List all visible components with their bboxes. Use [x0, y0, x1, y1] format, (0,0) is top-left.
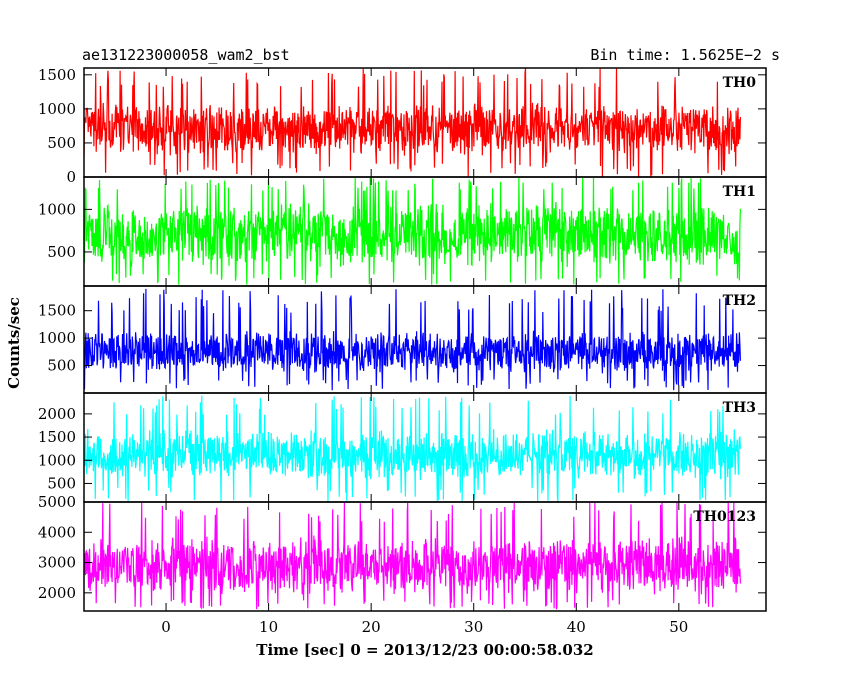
x-tick-label: 0	[161, 618, 171, 636]
panel-name-label: TH1	[723, 184, 756, 200]
y-tick-label: 2000	[38, 584, 76, 602]
y-tick-label: 1000	[38, 451, 76, 469]
bin-time-label: Bin time: 1.5625E−2 s	[590, 46, 780, 64]
x-tick-label: 30	[464, 618, 483, 636]
y-tick-label: 0	[66, 168, 76, 186]
series-line-th1	[84, 177, 741, 285]
x-axis-label: Time [sec] 0 = 2013/12/23 00:00:58.032	[256, 641, 593, 659]
series-line-th2	[84, 288, 741, 391]
y-tick-label: 1000	[38, 329, 76, 347]
y-tick-label: 1500	[38, 428, 76, 446]
y-tick-label: 2000	[38, 405, 76, 423]
y-tick-label: 500	[47, 474, 76, 492]
y-tick-label: 1000	[38, 100, 76, 118]
chart-title: ae131223000058_wam2_bst	[82, 46, 290, 64]
y-tick-label: 1500	[38, 66, 76, 84]
panel-name-label: TH2	[723, 293, 756, 309]
series-line-th3	[84, 395, 741, 502]
y-axis-label: Counts/sec	[5, 297, 23, 389]
panel-name-label: TH0	[723, 75, 757, 91]
x-tick-label: 40	[567, 618, 586, 636]
x-tick-label: 20	[362, 618, 381, 636]
panel-th3: 500 1000 1500 2000 TH3	[38, 392, 767, 503]
y-tick-label: 500	[47, 134, 76, 152]
panel-th2: 500 1000 1500 TH2	[38, 285, 767, 394]
y-tick-label: 4000	[38, 523, 76, 541]
panel-name-label: TH0123	[693, 509, 756, 525]
panel-th0: 0 500 1000 1500 TH0	[38, 66, 767, 186]
panel-name-label: TH3	[723, 400, 756, 416]
x-tick-label: 50	[669, 618, 688, 636]
series-line-th0123	[84, 502, 741, 610]
y-tick-label: 5000	[38, 493, 76, 511]
y-tick-label: 3000	[38, 554, 76, 572]
series-line-th0	[84, 68, 741, 177]
x-tick-label: 10	[259, 618, 278, 636]
panel-frame	[83, 501, 767, 612]
y-tick-label: 500	[47, 243, 76, 261]
y-tick-label: 500	[47, 357, 76, 375]
y-tick-label: 1000	[38, 200, 76, 218]
panel-th1: 500 1000 TH1	[38, 176, 767, 287]
y-tick-label: 1500	[38, 302, 76, 320]
panel-th0123: 2000 3000 4000 5000 TH0123	[38, 493, 767, 612]
